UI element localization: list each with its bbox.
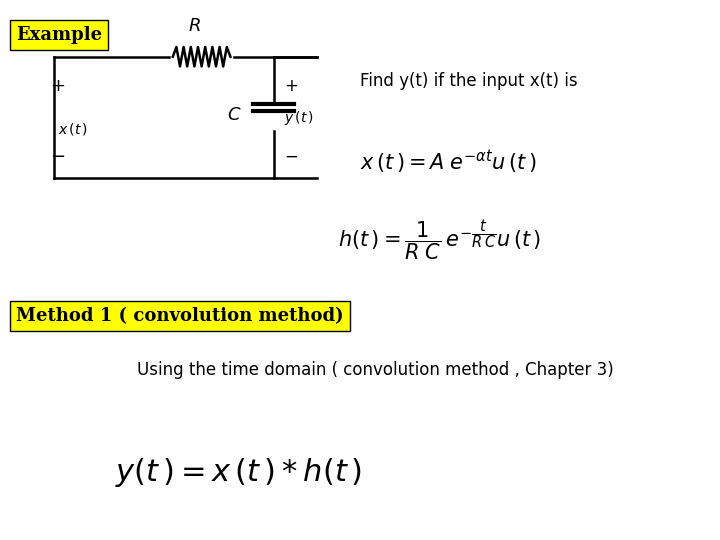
- Text: $x\,(t\,)$: $x\,(t\,)$: [58, 120, 88, 137]
- Text: $\mathbf{\mathit{C}}$: $\mathbf{\mathit{C}}$: [227, 106, 241, 124]
- Text: $x\,(t\,)=A\;e^{-\alpha t}u\,(t\,)$: $x\,(t\,)=A\;e^{-\alpha t}u\,(t\,)$: [360, 148, 536, 176]
- Text: $\mathbf{\mathit{R}}$: $\mathbf{\mathit{R}}$: [188, 17, 201, 35]
- Text: $h(t\,)=\dfrac{1}{R\;C}\,e^{-\dfrac{t}{R\,C}}u\,(t\,)$: $h(t\,)=\dfrac{1}{R\;C}\,e^{-\dfrac{t}{R…: [338, 218, 541, 262]
- Text: +: +: [284, 77, 298, 96]
- Text: +: +: [50, 77, 66, 96]
- Text: $y\,(t\,)$: $y\,(t\,)$: [284, 109, 315, 127]
- Text: Method 1 ( convolution method): Method 1 ( convolution method): [16, 307, 343, 325]
- Text: −: −: [50, 147, 66, 166]
- Text: $y(t\,)=x\,(t\,)*h(t\,)$: $y(t\,)=x\,(t\,)*h(t\,)$: [115, 456, 362, 489]
- Text: Using the time domain ( convolution method , Chapter 3): Using the time domain ( convolution meth…: [137, 361, 613, 379]
- Text: Find y(t) if the input x(t) is: Find y(t) if the input x(t) is: [360, 72, 577, 90]
- Text: Example: Example: [16, 26, 102, 44]
- Text: −: −: [284, 147, 298, 166]
